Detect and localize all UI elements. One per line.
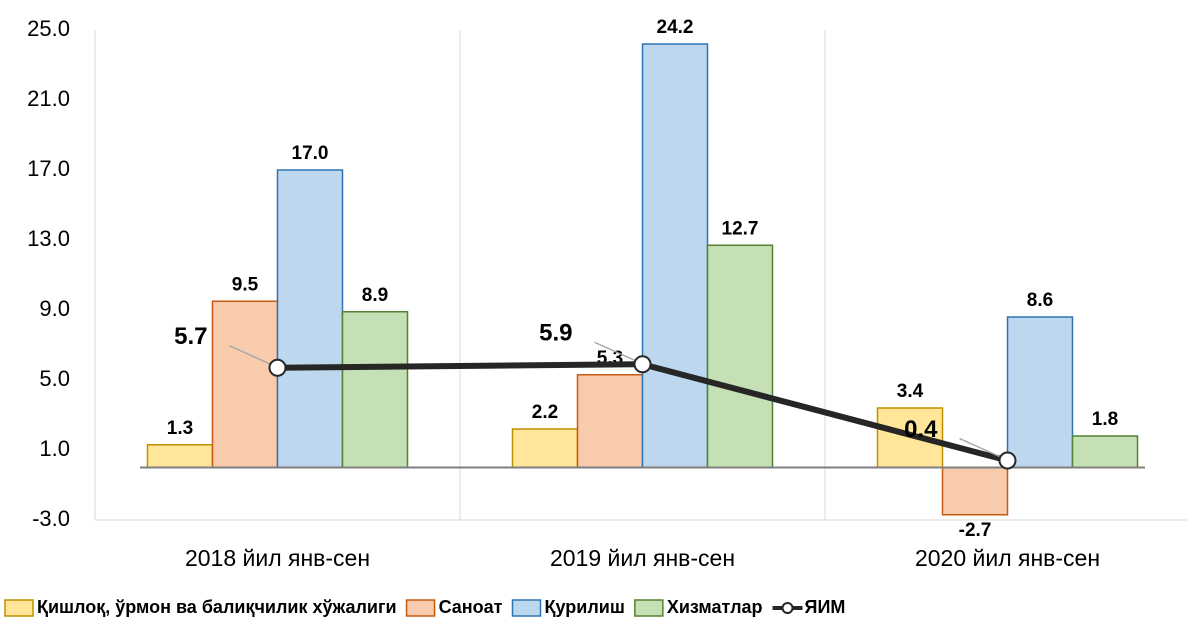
- y-tick-label: 25.0: [27, 16, 70, 41]
- leader-line: [594, 341, 635, 361]
- data-label: 1.3: [167, 418, 193, 439]
- bar: [511, 428, 579, 469]
- data-label: 8.6: [1027, 290, 1053, 311]
- bar: [1006, 316, 1074, 469]
- line-label: 5.9: [539, 320, 572, 347]
- legend-label: Хизматлар: [667, 597, 763, 617]
- line-label: 0.4: [904, 416, 938, 443]
- legend-swatch: [4, 599, 34, 617]
- legend-label: Қурилиш: [545, 597, 625, 617]
- line-marker: [998, 451, 1017, 470]
- data-label: 24.2: [657, 17, 694, 38]
- bar: [576, 374, 644, 469]
- bar: [641, 43, 709, 469]
- y-tick-label: 21.0: [27, 86, 70, 111]
- bar: [706, 244, 774, 469]
- data-label: 12.7: [722, 218, 759, 239]
- data-label: 3.4: [897, 381, 924, 402]
- bar: [341, 311, 409, 469]
- y-tick-label: 17.0: [27, 156, 70, 181]
- data-label: 2.2: [532, 402, 558, 423]
- data-label: -2.7: [959, 520, 992, 541]
- y-tick-label: 5.0: [39, 366, 70, 391]
- legend-label: Қишлоқ, ўрмон ва балиқчилик хўжалиги: [37, 597, 397, 617]
- data-label: 17.0: [292, 143, 329, 164]
- data-label: 1.8: [1092, 409, 1118, 430]
- y-tick-label: 1.0: [39, 436, 70, 461]
- y-tick-label: 9.0: [39, 296, 70, 321]
- data-label: 9.5: [232, 274, 259, 295]
- y-tick-label: -3.0: [32, 506, 70, 531]
- bar: [276, 169, 344, 469]
- line-marker: [268, 358, 287, 377]
- legend-swatch: [405, 599, 436, 617]
- legend-label: Саноат: [439, 597, 503, 617]
- bar: [1071, 435, 1139, 469]
- bar: [146, 444, 214, 469]
- x-tick-label: 2018 йил янв-сен: [185, 545, 370, 571]
- bar: [211, 300, 279, 469]
- x-tick-label: 2020 йил янв-сен: [915, 545, 1100, 571]
- y-tick-label: 13.0: [27, 226, 70, 251]
- legend-label: ЯИМ: [805, 597, 846, 617]
- data-label: 8.9: [362, 285, 388, 306]
- legend-swatch: [511, 599, 542, 617]
- legend-swatch: [781, 602, 794, 614]
- leader-line: [229, 345, 270, 365]
- line-marker: [633, 355, 652, 374]
- x-tick-label: 2019 йил янв-сен: [550, 545, 735, 571]
- line-label: 5.7: [174, 323, 207, 350]
- bar: [941, 466, 1009, 516]
- leader-line: [959, 437, 1000, 458]
- legend-swatch: [634, 599, 664, 617]
